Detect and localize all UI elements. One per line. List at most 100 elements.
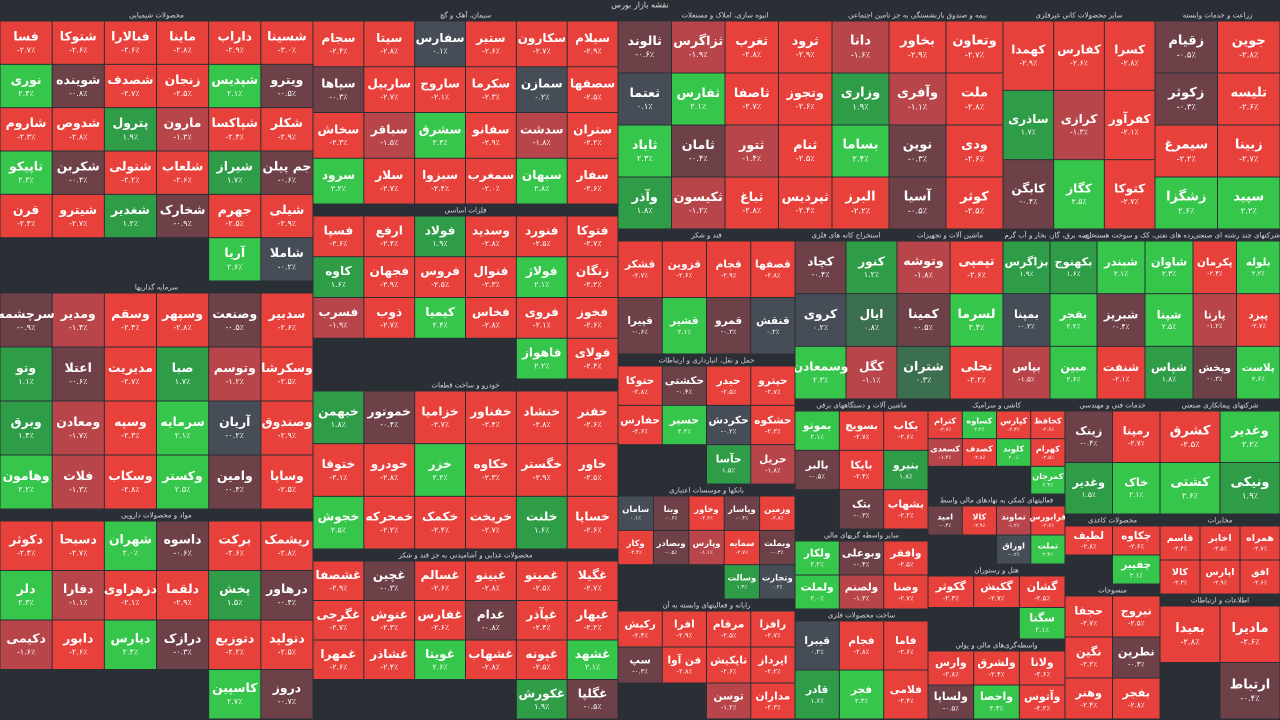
- tile-box: [516, 640, 567, 679]
- tile-name: ستران: [573, 122, 612, 136]
- tile-change: -۲.۲٪: [584, 138, 602, 147]
- sector-label: فعالیتهای کمکی به نهادهای مالی واسط: [940, 497, 1053, 505]
- tile: زبینا-۲.۷٪: [1218, 125, 1280, 177]
- tile-change: ۱.۵٪: [1082, 490, 1096, 499]
- tile-name: غگرجی: [317, 607, 361, 621]
- sector-label: اطلاعات و ارتباطات: [1191, 597, 1249, 605]
- tile-name: سفار: [576, 168, 609, 182]
- tile: ثتور-۱.۴٪: [725, 125, 778, 177]
- tile-box: [618, 405, 662, 445]
- tile-box: [751, 445, 795, 484]
- tile: کیمیا ۲.۴٪: [415, 298, 465, 338]
- tile-name: سرمایه: [160, 414, 204, 429]
- tile-box: [364, 298, 415, 338]
- tile: تملت ۲.۳٪: [1031, 535, 1065, 564]
- tile-change: -۲.۲٪: [765, 667, 781, 675]
- tile: وارس-۲.۸٪: [928, 651, 974, 685]
- tile-change: ۲.۶٪: [227, 262, 243, 271]
- tile-box: [567, 21, 618, 67]
- tile-box: [516, 67, 567, 112]
- tile-change: -۰.۳٪: [632, 667, 648, 675]
- tile-change: -۲.۸٪: [173, 323, 191, 332]
- tile: خزر ۲.۲٪: [415, 444, 465, 496]
- tile-box: [364, 601, 415, 640]
- tile: برکت -۲.۶٪: [209, 521, 261, 570]
- tile-change: -۲.۹٪: [278, 132, 296, 141]
- tile-change: ۲.۱٪: [585, 663, 600, 672]
- tile-box: [104, 455, 156, 509]
- tile-change: -۲.۵٪: [278, 377, 296, 386]
- tile-box: [662, 611, 706, 647]
- tile-name: سدشت: [520, 122, 564, 136]
- tile-change: -۰.۵٪: [943, 704, 959, 713]
- tile-change: -۰.۲٪: [278, 262, 296, 271]
- tile-change: -۰.۸٪: [69, 89, 87, 98]
- tile: البرز-۲.۲٪: [832, 177, 889, 229]
- tile-box: [707, 366, 751, 405]
- tile-change: -۲.۵٪: [278, 485, 296, 494]
- tile-change: -۲.۶٪: [584, 420, 602, 429]
- tile-box: [707, 298, 751, 354]
- tile-change: -۱.۲٪: [1008, 523, 1020, 529]
- tile: وبوعلی-۰.۴٪: [839, 541, 884, 575]
- tile: ویترو -۰.۵٪: [261, 64, 313, 108]
- tile-box: [0, 521, 52, 570]
- tile-box: [724, 530, 760, 565]
- tile: خگستر -۲.۹٪: [516, 444, 567, 496]
- tile-box: [1220, 606, 1280, 662]
- tile-name: غشصفا: [316, 568, 362, 582]
- tile-name: وهامون: [3, 468, 50, 483]
- tile-box: [1019, 651, 1065, 685]
- tile: فخوز-۲.۶٪: [567, 298, 618, 338]
- tile: ثغرب-۲.۸٪: [725, 21, 778, 73]
- tile-change: -۲.۳٪: [943, 593, 959, 602]
- tile: وسکرشا -۲.۵٪: [261, 347, 313, 401]
- tile-box: [1155, 73, 1217, 125]
- tile-box: [1003, 21, 1054, 90]
- tile-box: [415, 444, 465, 496]
- tile-box: [1160, 526, 1200, 560]
- tile-change: -۰.۵٪: [1177, 49, 1196, 59]
- tile: رمپنا-۲.۷٪: [1113, 411, 1160, 462]
- tile-box: [839, 541, 884, 575]
- tile-name: ثباغ: [740, 190, 763, 205]
- tile-name: بکهنوج: [1055, 255, 1093, 269]
- tile: سصفها-۲.۵٪: [567, 67, 618, 112]
- tile-name: قشکر: [624, 259, 655, 271]
- tile-name: بفجر: [1059, 308, 1087, 321]
- tile-change: -۲.۹٪: [677, 631, 693, 639]
- tile: بتک-۰.۳٪: [839, 490, 884, 529]
- tile-name: خکمک: [422, 510, 458, 524]
- tile: سبزوا-۲.۴٪: [415, 158, 465, 204]
- tile-box: [567, 216, 618, 257]
- tile-change: -۲.۳٪: [765, 703, 781, 711]
- tile-name: شبریز: [1103, 307, 1138, 321]
- tile-name: شتران: [903, 358, 943, 373]
- sector: سیمان، آهک و گچسیلام-۲.۹٪سکارون-۲.۷٪ستیر…: [313, 10, 618, 205]
- tile-box: [725, 125, 778, 177]
- tile: فسا -۲.۷٪: [0, 21, 52, 64]
- tile-name: حیدر: [716, 375, 741, 387]
- tile-box: [466, 21, 516, 67]
- tile-box: [689, 530, 724, 565]
- tile-name: نوین: [903, 138, 933, 153]
- tile-change: -۲.۴٪: [329, 47, 347, 56]
- tile-change: ۲.۴٪: [432, 138, 447, 147]
- tile-box: [1003, 346, 1050, 399]
- tile-name: ثاباد: [632, 138, 658, 153]
- tile-change: ۱.۷٪: [175, 377, 191, 386]
- tile-name: وسپهر: [161, 306, 203, 321]
- tile: غبینو-۲.۸٪: [466, 561, 516, 600]
- tile-name: کرازی: [1061, 112, 1098, 126]
- tile-box: [567, 113, 618, 158]
- tile-change: -۱.۱٪: [862, 375, 880, 384]
- tile-box: [516, 113, 567, 158]
- tile-name: سفارس: [416, 31, 465, 45]
- tile-change: -۲.۲٪: [967, 375, 986, 385]
- tile-box: [415, 113, 465, 158]
- tile-box: [618, 298, 662, 354]
- tile-box: [1155, 125, 1217, 177]
- tile-change: -۲.۶٪: [69, 46, 87, 55]
